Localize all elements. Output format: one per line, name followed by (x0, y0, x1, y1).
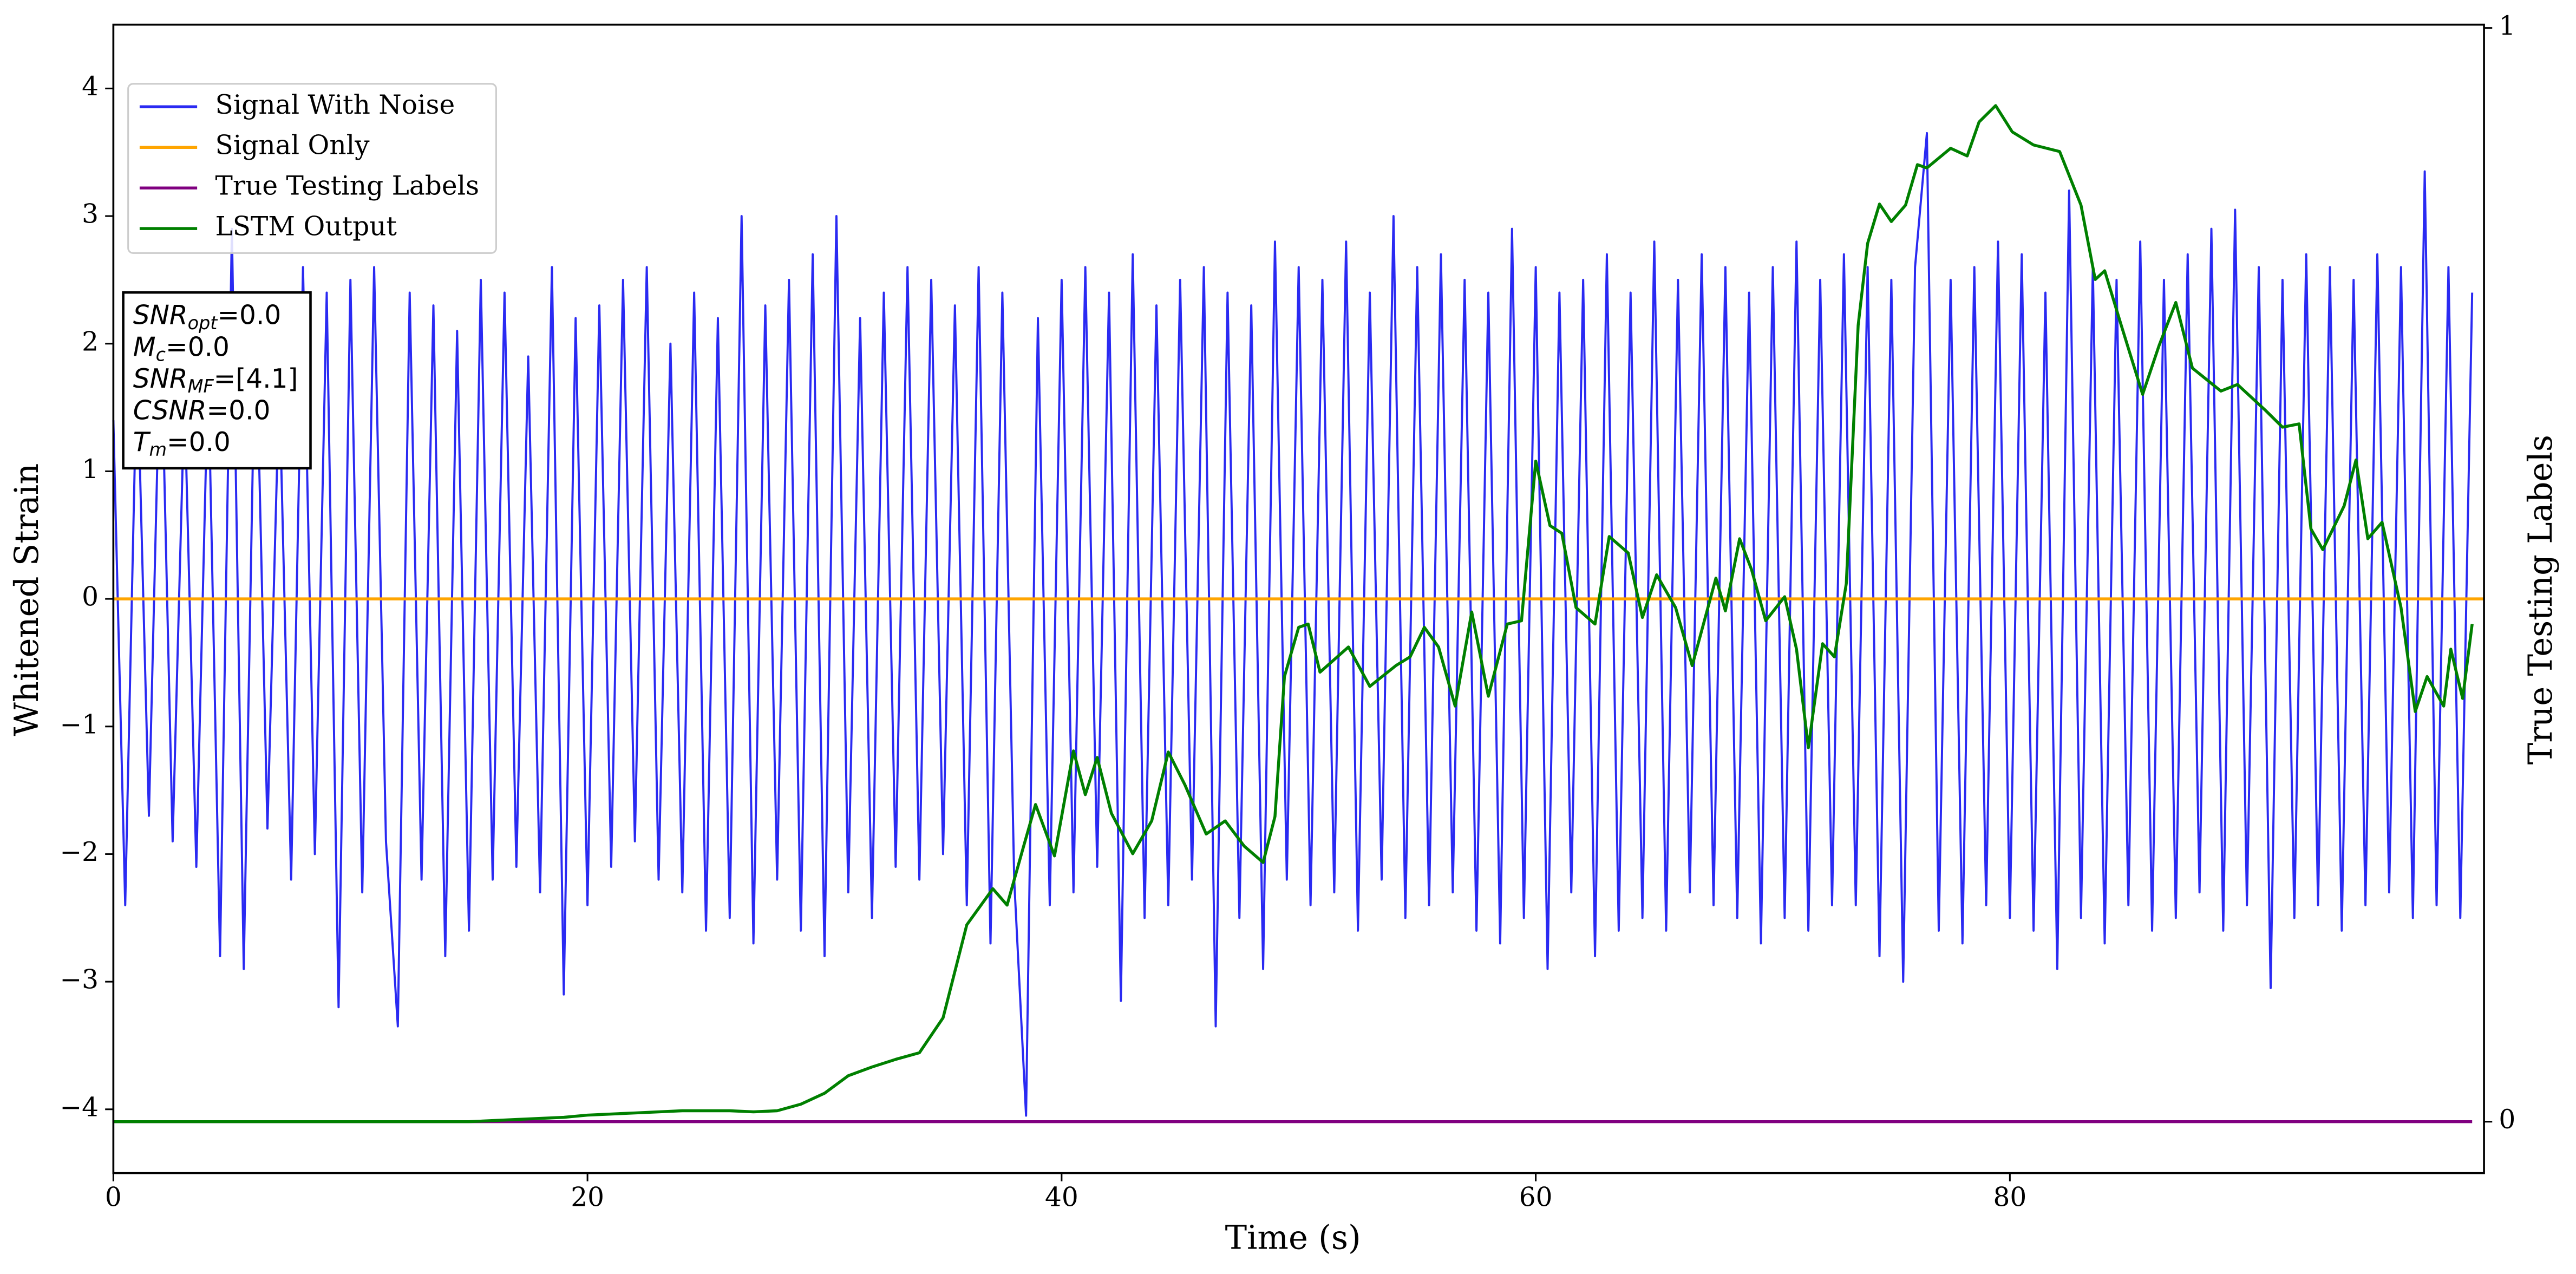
annotation-line: CSNR=0.0 (133, 395, 271, 426)
y-tick-label: 0 (82, 582, 99, 612)
y2-tick-label: 1 (2499, 11, 2515, 41)
annotation-line: SNRopt=0.0 (133, 300, 281, 334)
series-line (113, 104, 2474, 1123)
legend-label: Signal With Noise (215, 90, 455, 120)
x-tick-label: 80 (1993, 1182, 2026, 1213)
annotation-value: =[4.1] (214, 364, 298, 394)
y-axis-label: Whitened Strain (8, 463, 46, 736)
y-tick-label: −4 (60, 1092, 99, 1122)
annotation-value: =0.0 (206, 395, 270, 426)
annotation-box (122, 291, 312, 470)
annotation-label: M (133, 332, 156, 362)
x-tick-label: 60 (1519, 1182, 1553, 1213)
legend-box (127, 83, 497, 254)
annotation-label: SNR (133, 300, 188, 331)
annotation-line: SNRMF=[4.1] (133, 364, 298, 397)
legend-label: True Testing Labels (215, 171, 480, 201)
annotation-line: Tm=0.0 (133, 427, 231, 460)
annotation: SNRopt=0.0Mc=0.0SNRMF=[4.1]CSNR=0.0Tm=0.… (122, 291, 312, 470)
legend: Signal With Noise Signal Only True Testing… (127, 83, 497, 254)
annotation-value: =0.0 (217, 300, 281, 331)
y-tick-label: 3 (82, 199, 99, 230)
annotation-value: =0.0 (167, 427, 231, 458)
y2-tick-label: 0 (2499, 1105, 2515, 1135)
x-tick-label: 40 (1045, 1182, 1078, 1213)
x-tick-label: 0 (105, 1182, 122, 1213)
legend-label: LSTM Output (215, 212, 397, 242)
annotation-label: CSNR (133, 395, 207, 426)
annotation-label: T (133, 427, 151, 458)
annotation-subscript: opt (188, 312, 219, 333)
x-axis-label: Time (s) (1225, 1219, 1361, 1257)
plot-area (112, 104, 2485, 1123)
annotation-subscript: MF (188, 375, 214, 396)
y-tick-label: −3 (60, 965, 99, 995)
series-line (112, 132, 2474, 1117)
y-tick-label: 1 (82, 454, 99, 485)
x-tick-label: 20 (571, 1182, 604, 1213)
annotation-subscript: c (156, 344, 166, 365)
y-tick-label: −2 (60, 837, 99, 867)
legend-label: Signal Only (215, 130, 370, 161)
y2-axis-label: True Testing Labels (2522, 435, 2560, 765)
annotation-value: =0.0 (166, 332, 230, 362)
annotation-label: SNR (133, 364, 188, 394)
annotation-line: Mc=0.0 (133, 332, 230, 365)
annotation-subscript: m (149, 439, 167, 460)
y-tick-label: 4 (82, 71, 99, 102)
y-tick-label: −1 (60, 709, 99, 740)
y-tick-label: 2 (82, 326, 99, 357)
